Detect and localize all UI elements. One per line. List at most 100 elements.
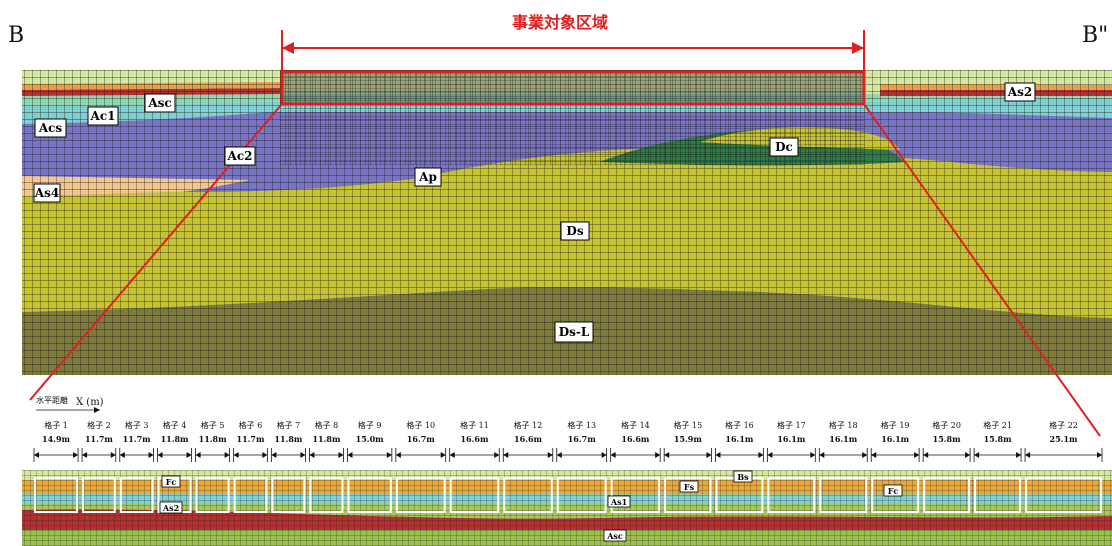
cell-box xyxy=(309,477,344,513)
zoom-line-right xyxy=(863,103,1101,437)
cell-box xyxy=(449,477,500,513)
cell-width: 16.1m xyxy=(725,434,753,444)
axis-unit: X (m) xyxy=(76,397,104,408)
cell-width: 14.9m xyxy=(42,434,70,444)
cell-dimension-arrow xyxy=(1097,452,1102,458)
cell-name: 格子 8 xyxy=(315,420,339,430)
label-ds: Ds xyxy=(566,224,583,238)
label-ds-l: Ds-L xyxy=(559,325,590,339)
cell-box xyxy=(503,477,553,513)
cell-width: 16.7m xyxy=(568,434,596,444)
axis-label: 水平距離 xyxy=(36,395,68,405)
cell-box xyxy=(1025,477,1103,513)
cell-name: 格子 17 xyxy=(777,420,806,430)
cell-dimension-arrow xyxy=(601,452,607,458)
cell-dimension-arrow xyxy=(974,452,980,458)
cell-name: 格子 13 xyxy=(567,420,596,430)
cell-box xyxy=(195,477,230,513)
cell-dimension-arrow xyxy=(819,452,825,458)
label-as2-lower: As2 xyxy=(162,503,179,513)
cell-width: 11.8m xyxy=(199,434,227,444)
cell-dimension-arrow xyxy=(34,452,39,458)
cell-dimension-arrow xyxy=(494,452,500,458)
cell-dimension-arrow xyxy=(82,452,88,458)
cell-box xyxy=(271,477,306,513)
cell-name: 格子 6 xyxy=(239,420,263,430)
project-area-title: 事業対象区域 xyxy=(512,13,608,32)
cell-dimension-arrow xyxy=(449,452,455,458)
cell-dimension-arrow xyxy=(119,452,125,458)
cell-box xyxy=(82,477,116,513)
cell-dimension-arrow xyxy=(73,452,79,458)
cell-dimension-arrow xyxy=(309,452,315,458)
cell-dimension-arrow xyxy=(186,452,192,458)
cell-box xyxy=(767,477,816,513)
mesh-zone-top xyxy=(280,70,865,105)
cell-name: 格子 2 xyxy=(87,420,111,430)
cell-dimension-arrow xyxy=(914,452,920,458)
cell-box xyxy=(347,477,392,513)
lower-mesh xyxy=(22,470,1112,546)
cell-dimension-arrow xyxy=(386,452,392,458)
cell-name: 格子 19 xyxy=(881,420,910,430)
label-ap: Ap xyxy=(418,170,437,184)
label-ac1: Ac1 xyxy=(90,109,116,123)
cell-dimension-arrow xyxy=(862,452,868,458)
cell-box xyxy=(556,477,607,513)
cell-width: 11.8m xyxy=(161,434,189,444)
cell-width: 15.9m xyxy=(674,434,702,444)
cell-width: 16.1m xyxy=(829,434,857,444)
cell-name: 格子 20 xyxy=(932,420,961,430)
section-mark-left: B xyxy=(8,23,24,48)
label-asc: Asc xyxy=(147,96,171,110)
axis-arrow-head xyxy=(94,407,100,413)
upper-layer-labels: Acs Ac1 Asc Ac2 As4 Ap Dc Ds Ds-L As2 xyxy=(33,82,1036,343)
cell-dimension-arrow xyxy=(715,452,721,458)
cell-dimension-arrow xyxy=(271,452,277,458)
label-ac2: Ac2 xyxy=(227,149,253,163)
label-as1: As1 xyxy=(610,497,627,507)
cell-name: 格子 16 xyxy=(725,420,754,430)
cell-dimension-arrow xyxy=(610,452,616,458)
cell-box xyxy=(610,477,661,513)
cell-headers: 格子 1 14.9m 格子 2 11.7m 格子 3 11.7m 格子 4 11.8m 格子 5… xyxy=(33,420,1103,462)
cell-box xyxy=(233,477,268,513)
cell-dimension-arrow xyxy=(338,452,344,458)
cell-width: 16.7m xyxy=(407,434,435,444)
label-bs: Bs xyxy=(737,472,749,482)
label-as2: As2 xyxy=(1007,85,1032,99)
cell-dimension-arrow xyxy=(148,452,154,458)
arrow-head-left xyxy=(282,42,294,54)
cell-dimension-arrow xyxy=(923,452,929,458)
cell-box xyxy=(395,477,446,513)
cell-dimension-arrow xyxy=(706,452,712,458)
cell-dimension-arrow xyxy=(556,452,562,458)
cell-box xyxy=(664,477,712,513)
cell-width: 11.7m xyxy=(123,434,151,444)
cell-box xyxy=(871,477,920,513)
cell-dimension-arrow xyxy=(871,452,877,458)
cell-name: 格子 1 xyxy=(44,420,68,430)
cell-dimension-arrow xyxy=(767,452,773,458)
cell-width: 15.8m xyxy=(933,434,961,444)
cell-dimension-arrow xyxy=(547,452,553,458)
cell-width: 11.7m xyxy=(85,434,113,444)
cell-box xyxy=(974,477,1022,513)
cell-width: 11.8m xyxy=(312,434,340,444)
label-fs: Fs xyxy=(684,482,695,492)
cell-dimension-arrow xyxy=(503,452,509,458)
cell-dimension-arrow xyxy=(395,452,401,458)
cell-name: 格子 14 xyxy=(621,420,650,430)
cell-name: 格子 15 xyxy=(673,420,702,430)
cell-width: 16.6m xyxy=(514,434,542,444)
cell-name: 格子 10 xyxy=(406,420,435,430)
mesh-dense xyxy=(280,70,865,165)
cell-dimension-arrow xyxy=(195,452,201,458)
cell-dimension-arrow xyxy=(347,452,353,458)
cell-name: 格子 3 xyxy=(125,420,149,430)
cell-name: 格子 11 xyxy=(460,420,489,430)
label-as4: As4 xyxy=(34,186,59,200)
cell-dimension-arrow xyxy=(300,452,306,458)
cell-name: 格子 4 xyxy=(163,420,187,430)
label-fc-right: Fc xyxy=(888,486,899,496)
